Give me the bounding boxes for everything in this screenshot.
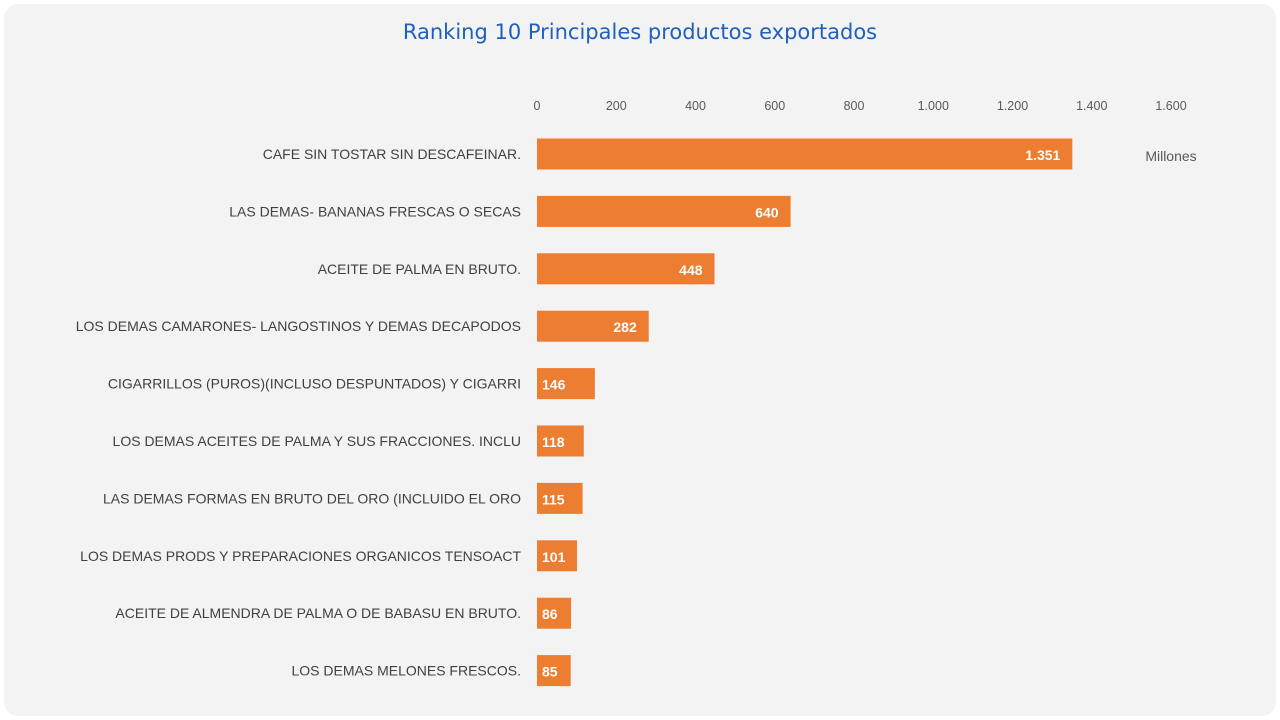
category-label: LAS DEMAS- BANANAS FRESCAS O SECAS xyxy=(229,203,521,219)
bar-value-label: 85 xyxy=(542,664,558,680)
x-axis-ticks: 0 200 400 600 800 1.000 1.200 1.400 1.600 xyxy=(534,99,1187,113)
category-label: LOS DEMAS PRODS Y PREPARACIONES ORGANICO… xyxy=(80,548,521,564)
bar-value-label: 86 xyxy=(542,606,558,622)
bar xyxy=(537,597,572,629)
chart-title: Ranking 10 Principales productos exporta… xyxy=(402,20,878,44)
value-labels: 1.351 640 448 282 146 118 115 101 86 85 xyxy=(542,147,1061,680)
bar-value-label: 115 xyxy=(542,491,565,507)
bars xyxy=(537,138,1073,687)
category-label: CIGARRILLOS (PUROS)(INCLUSO DESPUNTADOS)… xyxy=(108,376,521,392)
bar xyxy=(537,540,578,572)
bar xyxy=(537,425,584,457)
bar xyxy=(537,310,649,342)
bar xyxy=(537,482,583,514)
bar-value-label: 146 xyxy=(542,377,566,393)
category-label: LAS DEMAS FORMAS EN BRUTO DEL ORO (INCLU… xyxy=(103,490,521,506)
bar xyxy=(537,368,595,400)
bar xyxy=(537,253,715,285)
category-label: LOS DEMAS CAMARONES- LANGOSTINOS Y DEMAS… xyxy=(76,318,521,334)
x-tick-label: 1.600 xyxy=(1155,99,1186,113)
x-tick-label: 1.200 xyxy=(997,99,1028,113)
x-tick-label: 1.400 xyxy=(1076,99,1107,113)
x-tick-label: 200 xyxy=(606,99,627,113)
x-tick-label: 600 xyxy=(764,99,785,113)
category-labels: CAFE SIN TOSTAR SIN DESCAFEINAR. LAS DEMA… xyxy=(76,146,522,679)
category-label: ACEITE DE PALMA EN BRUTO. xyxy=(318,261,521,277)
bar-value-label: 448 xyxy=(679,262,703,278)
unit-label: Millones xyxy=(1145,148,1196,164)
category-label: CAFE SIN TOSTAR SIN DESCAFEINAR. xyxy=(263,146,521,162)
bar-value-label: 1.351 xyxy=(1025,147,1060,163)
bar xyxy=(537,138,1073,170)
x-tick-label: 400 xyxy=(685,99,706,113)
category-label: LOS DEMAS ACEITES DE PALMA Y SUS FRACCIO… xyxy=(113,433,521,449)
bar xyxy=(537,195,791,227)
bar xyxy=(537,655,571,687)
bar-value-label: 282 xyxy=(613,319,637,335)
category-label: ACEITE DE ALMENDRA DE PALMA O DE BABASU … xyxy=(115,605,521,621)
chart-card xyxy=(4,4,1276,716)
bar-value-label: 118 xyxy=(542,434,565,450)
x-tick-label: 800 xyxy=(844,99,865,113)
category-label: LOS DEMAS MELONES FRESCOS. xyxy=(292,663,522,679)
bar-value-label: 640 xyxy=(755,204,779,220)
x-tick-label: 1.000 xyxy=(918,99,949,113)
x-tick-label: 0 xyxy=(534,99,541,113)
bar-value-label: 101 xyxy=(542,549,566,565)
